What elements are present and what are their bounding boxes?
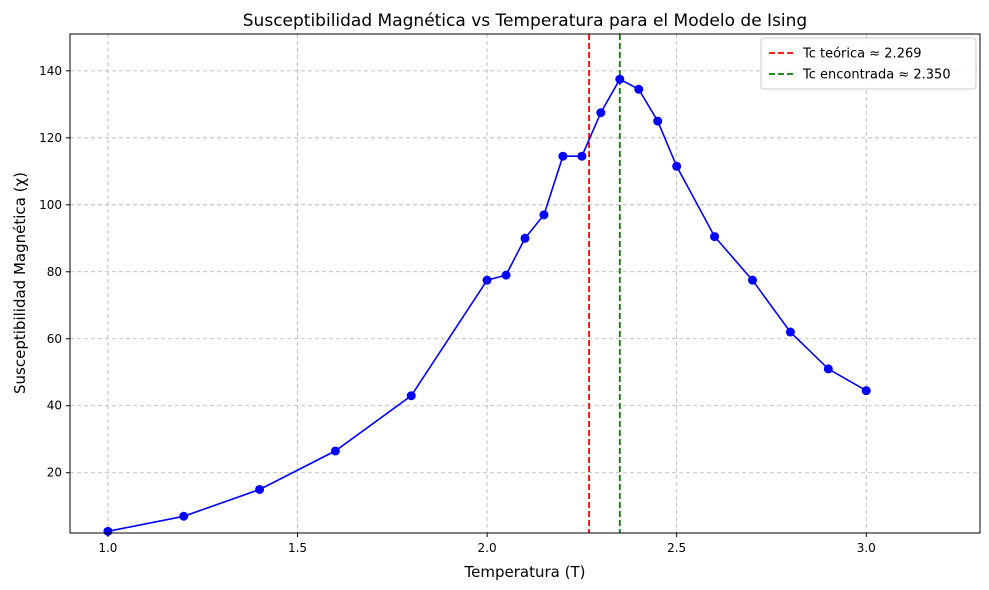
data-point (577, 151, 587, 161)
data-point (634, 84, 644, 94)
y-tick-label: 100 (39, 198, 62, 212)
data-point (179, 511, 189, 521)
x-axis-ticks: 1.0 1.5 2.0 2.5 3.0 (98, 533, 876, 555)
x-tick-label: 2.5 (667, 541, 686, 555)
y-tick-label: 60 (47, 332, 62, 346)
y-tick-label: 140 (39, 64, 62, 78)
y-tick-label: 40 (47, 399, 62, 413)
chart-title: Susceptibilidad Magnética vs Temperatura… (243, 11, 807, 31)
plot-frame (69, 33, 981, 534)
data-point (406, 391, 416, 401)
data-point (861, 386, 871, 396)
data-point (501, 270, 511, 280)
data-point (748, 275, 757, 285)
legend-box (760, 37, 977, 90)
legend: Tc teórica ≈ 2.269 Tc encontrada ≈ 2.350 (760, 37, 977, 90)
x-tick-label: 2.0 (478, 541, 497, 555)
data-point (653, 116, 663, 126)
data-point (710, 232, 720, 242)
y-tick-label: 20 (47, 466, 62, 480)
data-point (823, 364, 833, 374)
data-point (596, 108, 606, 118)
reference-lines (588, 34, 621, 533)
legend-label: Tc encontrada ≈ 2.350 (802, 68, 951, 83)
data-point (520, 233, 530, 243)
x-tick-label: 1.0 (98, 541, 117, 555)
data-point (103, 526, 113, 536)
legend-label: Tc teórica ≈ 2.269 (802, 47, 922, 62)
y-axis-label: Susceptibilidad Magnética (χ) (11, 172, 29, 394)
grid (70, 34, 980, 533)
x-axis-label: Temperatura (T) (464, 563, 586, 581)
data-point (785, 327, 795, 337)
x-tick-label: 1.5 (288, 541, 307, 555)
y-axis-ticks: 20 40 60 80 100 120 140 (39, 64, 70, 480)
data-point (558, 151, 568, 161)
data-point (255, 484, 265, 494)
y-tick-label: 120 (39, 131, 62, 145)
data-point (672, 161, 682, 171)
series-group (103, 74, 871, 536)
x-tick-label: 3.0 (857, 541, 876, 555)
data-point (330, 446, 340, 456)
data-point (482, 275, 492, 285)
y-tick-label: 80 (47, 265, 62, 279)
data-point (539, 210, 549, 220)
data-point (615, 74, 625, 84)
